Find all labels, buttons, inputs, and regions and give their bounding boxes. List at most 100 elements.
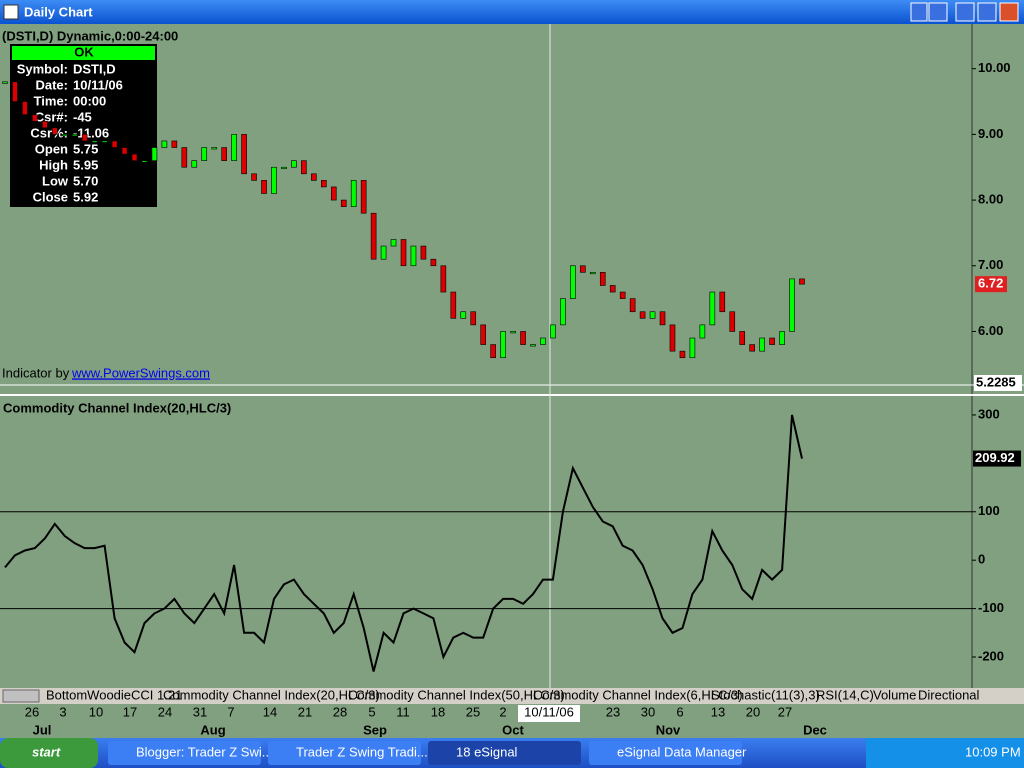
field-value: -11.06 bbox=[73, 125, 109, 140]
status: OK bbox=[74, 44, 94, 59]
task-button[interactable] bbox=[268, 741, 421, 765]
candle bbox=[599, 272, 606, 286]
date-label: 13 bbox=[711, 704, 725, 719]
candle bbox=[370, 212, 377, 260]
y-tick-label: 7.00 bbox=[978, 257, 1003, 272]
tab[interactable]: Commodity Channel Index(6,HLC/3) bbox=[533, 687, 743, 702]
tab[interactable]: Commodity Channel Index(50,HLC/3) bbox=[348, 687, 565, 702]
candle bbox=[32, 114, 38, 122]
date-label: 7 bbox=[227, 704, 234, 719]
tab[interactable]: Commodity Channel Index(20,HLC/3) bbox=[163, 687, 380, 702]
candle bbox=[261, 180, 267, 194]
field-label: High bbox=[39, 157, 68, 172]
candle bbox=[360, 180, 367, 214]
date-axis-area bbox=[0, 704, 1024, 738]
candle bbox=[201, 147, 208, 161]
tab[interactable]: Directional bbox=[918, 687, 980, 702]
field-label: Date: bbox=[35, 77, 68, 92]
y-tick-label: 100 bbox=[978, 503, 1000, 518]
candle bbox=[530, 344, 536, 347]
candle bbox=[639, 311, 646, 319]
candle bbox=[22, 101, 28, 115]
title-bar bbox=[0, 0, 1024, 24]
last-value: 6.72 bbox=[978, 276, 1003, 291]
cursor-date: 10/11/06 bbox=[524, 704, 574, 719]
month-label: Jul bbox=[33, 722, 52, 737]
field-value: DSTI,D bbox=[73, 61, 116, 76]
clock: 10:09 PM bbox=[965, 744, 1021, 759]
last-value-box bbox=[975, 276, 1007, 293]
candle bbox=[281, 166, 287, 170]
field-value: 5.70 bbox=[73, 173, 98, 188]
candle bbox=[42, 120, 48, 129]
minimize-button[interactable] bbox=[955, 2, 975, 22]
field-value: 00:00 bbox=[73, 93, 106, 108]
cursor-value-box bbox=[974, 375, 1022, 391]
candle bbox=[689, 337, 696, 359]
chart-area bbox=[0, 24, 1024, 688]
candle bbox=[460, 311, 467, 319]
candle bbox=[470, 311, 477, 326]
tab[interactable]: RSI(14,C) bbox=[816, 687, 874, 702]
candle bbox=[221, 147, 227, 161]
task-button[interactable] bbox=[589, 741, 742, 765]
y-tick-label: 10.00 bbox=[978, 60, 1011, 75]
close-button[interactable] bbox=[999, 2, 1019, 22]
task-label[interactable]: Trader Z Swing Tradi... bbox=[296, 744, 428, 759]
candle bbox=[520, 331, 526, 345]
date-label: 23 bbox=[606, 704, 620, 719]
candle bbox=[580, 265, 586, 273]
candle bbox=[450, 291, 457, 319]
candle bbox=[71, 134, 78, 137]
start-label: start bbox=[32, 744, 61, 759]
cursor-date-box bbox=[518, 705, 580, 722]
task-button[interactable] bbox=[108, 741, 261, 765]
start-button[interactable] bbox=[0, 738, 98, 768]
tab[interactable]: BottomWoodieCCI 1.21 bbox=[46, 687, 182, 702]
candle bbox=[769, 337, 775, 345]
candle bbox=[480, 324, 487, 345]
candle bbox=[759, 337, 765, 352]
y-tick-label: 6.00 bbox=[978, 323, 1003, 338]
tab[interactable]: Volume bbox=[873, 687, 916, 702]
task-label[interactable]: 18 eSignal bbox=[456, 744, 518, 759]
task-label[interactable]: eSignal Data Manager bbox=[617, 744, 747, 759]
candle bbox=[191, 160, 198, 168]
float-button[interactable] bbox=[928, 2, 948, 22]
menu-button[interactable] bbox=[910, 2, 928, 22]
candle bbox=[121, 147, 128, 155]
cursor-box bbox=[10, 44, 157, 207]
candle bbox=[570, 265, 576, 299]
candle bbox=[719, 291, 726, 313]
date-label: 11 bbox=[396, 704, 410, 719]
date-label: 10 bbox=[89, 704, 103, 719]
task-label[interactable]: Blogger: Trader Z Swi... bbox=[136, 744, 273, 759]
candle bbox=[550, 324, 556, 339]
candle bbox=[779, 331, 785, 345]
candle bbox=[659, 311, 666, 326]
candle bbox=[629, 298, 636, 313]
field-label: Symbol: bbox=[17, 61, 68, 76]
candle bbox=[91, 140, 98, 143]
task-button[interactable] bbox=[428, 741, 581, 765]
tab[interactable]: Stochastic(11(3),3) bbox=[711, 687, 820, 702]
candle bbox=[301, 160, 307, 175]
candle bbox=[560, 298, 566, 326]
candle bbox=[241, 134, 247, 175]
candle bbox=[589, 272, 596, 275]
candle bbox=[131, 153, 138, 161]
candle bbox=[490, 344, 496, 359]
candle bbox=[609, 285, 616, 293]
cursor-value: 5.2285 bbox=[976, 374, 1016, 389]
date-label: 18 bbox=[431, 704, 445, 719]
candle bbox=[789, 278, 795, 332]
tab-nav[interactable] bbox=[2, 689, 40, 703]
field-value: 5.75 bbox=[73, 141, 98, 156]
window-title: Daily Chart bbox=[24, 4, 93, 19]
restore-button[interactable] bbox=[977, 2, 997, 22]
credit-link[interactable]: www.PowerSwings.com bbox=[71, 365, 210, 380]
y-tick-label: 300 bbox=[978, 406, 1000, 421]
candle bbox=[350, 180, 357, 207]
candle bbox=[410, 245, 417, 267]
